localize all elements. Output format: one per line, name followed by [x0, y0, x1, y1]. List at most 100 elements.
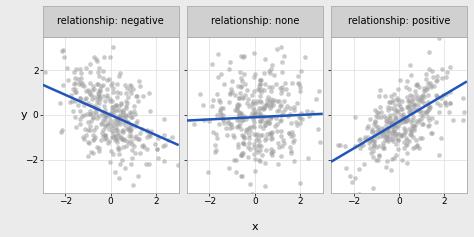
Point	[70, 70, 78, 74]
Point	[287, 149, 294, 152]
Point	[258, 78, 265, 82]
Point	[388, 121, 396, 125]
Point	[284, 92, 292, 96]
Point	[127, 127, 135, 131]
Point	[77, 99, 85, 103]
Point	[93, 59, 101, 63]
Point	[226, 166, 233, 169]
Point	[240, 136, 247, 139]
Point	[266, 131, 274, 135]
Point	[427, 131, 435, 135]
Point	[285, 131, 293, 135]
Point	[411, 89, 419, 93]
Point	[317, 140, 324, 144]
Point	[257, 100, 265, 104]
Point	[113, 123, 120, 126]
Point	[447, 101, 454, 105]
Point	[370, 140, 378, 143]
Point	[341, 144, 348, 148]
Point	[237, 111, 245, 115]
Point	[304, 156, 312, 160]
Point	[96, 97, 103, 101]
Point	[279, 70, 286, 74]
Point	[95, 74, 103, 77]
Point	[296, 117, 303, 120]
Point	[69, 109, 77, 113]
Point	[84, 101, 92, 105]
Point	[59, 83, 67, 87]
Text: x: x	[252, 222, 258, 232]
Point	[403, 142, 410, 146]
Point	[72, 67, 80, 71]
Point	[108, 111, 115, 115]
Point	[84, 155, 92, 158]
Point	[99, 111, 106, 115]
Point	[372, 158, 380, 162]
Point	[67, 100, 74, 104]
Point	[196, 92, 204, 96]
Point	[91, 87, 98, 91]
Point	[403, 95, 411, 99]
Point	[257, 90, 264, 94]
Point	[109, 122, 117, 126]
Point	[265, 70, 273, 73]
Point	[153, 147, 161, 151]
Point	[293, 101, 301, 105]
Point	[119, 120, 127, 124]
Point	[407, 131, 415, 135]
Point	[254, 150, 262, 154]
Point	[397, 78, 404, 82]
Point	[441, 101, 448, 105]
Point	[114, 131, 122, 135]
Point	[214, 75, 222, 79]
Point	[71, 87, 79, 91]
Point	[351, 144, 359, 147]
Point	[258, 133, 266, 137]
Point	[402, 85, 410, 89]
Point	[139, 143, 147, 147]
Point	[392, 115, 400, 119]
Point	[312, 97, 320, 101]
Point	[86, 109, 94, 113]
Point	[449, 118, 456, 122]
Point	[95, 66, 102, 69]
Point	[255, 136, 262, 140]
Point	[422, 111, 429, 115]
Point	[95, 95, 103, 98]
Point	[154, 147, 161, 151]
Point	[262, 138, 269, 142]
Point	[160, 117, 167, 121]
Point	[117, 135, 124, 139]
Point	[250, 113, 257, 116]
Point	[384, 139, 392, 143]
Point	[238, 96, 246, 99]
Point	[269, 100, 276, 103]
Point	[117, 101, 125, 105]
Point	[100, 128, 107, 132]
Point	[442, 75, 450, 79]
Point	[267, 97, 274, 101]
Point	[111, 104, 118, 108]
Point	[121, 123, 128, 127]
Point	[383, 127, 391, 131]
Point	[103, 78, 111, 82]
Point	[370, 135, 378, 138]
Point	[384, 129, 392, 132]
Point	[219, 118, 227, 121]
Point	[413, 83, 421, 87]
Point	[425, 118, 433, 122]
Point	[405, 110, 413, 114]
Point	[112, 128, 119, 132]
Point	[95, 146, 103, 150]
Point	[290, 105, 298, 109]
Point	[392, 153, 400, 157]
Point	[372, 145, 379, 149]
Point	[95, 96, 103, 100]
Point	[390, 129, 398, 133]
Point	[250, 108, 257, 112]
Point	[281, 55, 288, 58]
Point	[407, 73, 414, 77]
Point	[118, 114, 126, 118]
Point	[199, 103, 207, 107]
Point	[92, 109, 100, 113]
